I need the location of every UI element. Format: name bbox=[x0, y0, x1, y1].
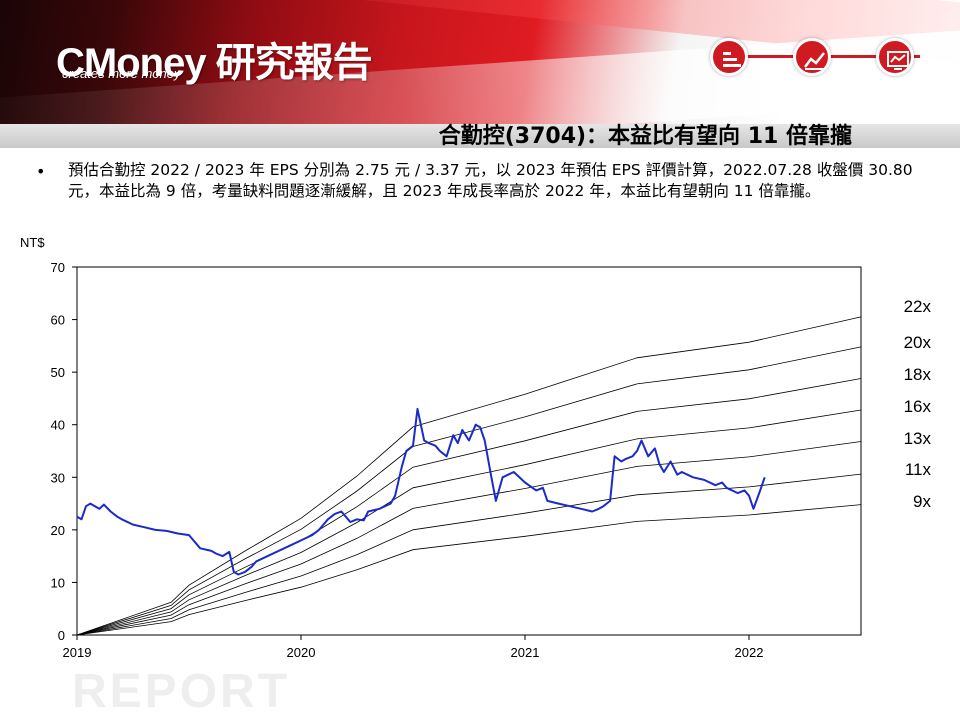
pe-band-chart: NT$ 0 10 20 30 40 50 60 70 2019 2020 2021 2022 22x 20x… bbox=[20, 235, 932, 660]
pe-band-line bbox=[76, 409, 862, 636]
pe-band-line bbox=[76, 346, 862, 636]
pe-band-line bbox=[76, 378, 862, 636]
y-tick-label: 20 bbox=[51, 523, 65, 538]
pe-band-label: 11x bbox=[905, 460, 932, 479]
y-tick-label: 0 bbox=[58, 628, 65, 643]
plot-frame bbox=[76, 266, 862, 636]
slide-title: 合勤控(3704)：本益比有望向 11 倍靠攏 bbox=[438, 124, 852, 149]
monitor-chart-icon[interactable] bbox=[876, 38, 914, 76]
x-tick-label: 2020 bbox=[287, 645, 316, 660]
price-series-line bbox=[76, 407, 766, 576]
title-bar bbox=[0, 124, 960, 148]
line-chart-icon[interactable] bbox=[793, 38, 831, 76]
pe-band-label: 20x bbox=[904, 333, 932, 352]
x-tick-label: 2019 bbox=[63, 645, 92, 660]
y-tick-label: 70 bbox=[51, 260, 65, 275]
pe-band-line bbox=[76, 441, 862, 636]
y-tick-label: 60 bbox=[51, 313, 65, 328]
pe-band-label: 13x bbox=[904, 429, 932, 448]
logo-tagline: creates more money bbox=[62, 66, 181, 81]
x-tick-label: 2021 bbox=[511, 645, 540, 660]
report-icon[interactable] bbox=[710, 38, 748, 76]
pe-band-label: 16x bbox=[904, 397, 932, 416]
x-tick-label: 2022 bbox=[735, 645, 764, 660]
y-tick-label: 50 bbox=[51, 365, 65, 380]
pe-band-label: 18x bbox=[904, 365, 932, 384]
bullet-marker: • bbox=[36, 162, 46, 181]
y-axis-label: NT$ bbox=[20, 235, 45, 250]
pe-band-line bbox=[76, 316, 862, 636]
pe-band-label: 9x bbox=[913, 492, 931, 511]
pe-band-line bbox=[76, 504, 862, 636]
pe-band-label: 22x bbox=[904, 297, 932, 316]
y-tick-label: 10 bbox=[51, 575, 65, 590]
pe-band-line bbox=[76, 473, 862, 636]
y-tick-label: 30 bbox=[51, 470, 65, 485]
report-watermark: REPORT bbox=[72, 665, 291, 718]
bullet-text: 預估合勤控 2022 / 2023 年 EPS 分別為 2.75 元 / 3.3… bbox=[68, 161, 913, 200]
cmoney-logo: CMoney 研究報告 bbox=[56, 41, 373, 85]
y-tick-label: 40 bbox=[51, 418, 65, 433]
